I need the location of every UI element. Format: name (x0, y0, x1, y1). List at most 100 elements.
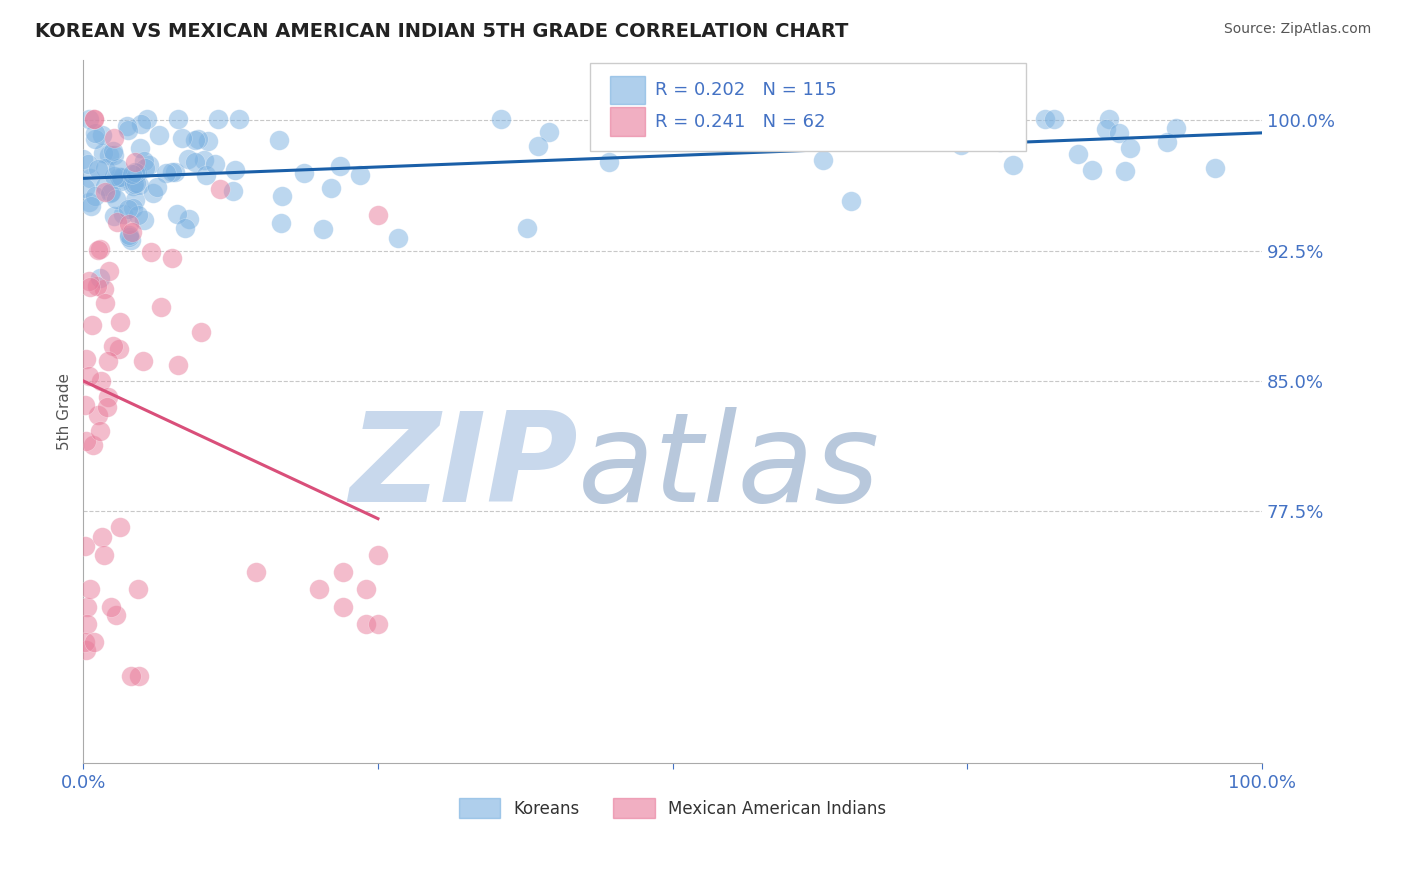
Point (117, 202, 139, 216)
Point (84, 188, 107, 202)
Point (813, 153, 835, 167)
Point (98, 148, 121, 162)
Point (76, 157, 98, 171)
Point (124, 165, 146, 179)
Point (170, 131, 193, 145)
Point (79, 582, 101, 597)
Point (111, 207, 134, 221)
Point (75, 180, 97, 194)
Point (103, 130, 125, 145)
Point (97, 354, 120, 368)
Point (142, 186, 165, 201)
Point (184, 133, 207, 147)
Point (89, 271, 111, 285)
Point (1095, 121, 1118, 136)
Point (1098, 112, 1121, 126)
Point (83, 634, 105, 648)
Point (270, 189, 292, 203)
Point (76, 599, 98, 614)
Point (190, 325, 212, 339)
Point (108, 315, 131, 329)
Point (292, 165, 315, 179)
Point (943, 134, 966, 148)
Point (129, 141, 152, 155)
Point (1204, 161, 1226, 175)
Point (76, 617, 98, 632)
Point (75, 643, 97, 657)
Point (82, 438, 104, 452)
Point (84, 126, 107, 140)
Point (195, 168, 218, 182)
Point (354, 617, 377, 632)
Point (89, 242, 111, 256)
Point (184, 155, 207, 169)
Point (155, 166, 177, 180)
Point (491, 112, 513, 126)
Point (367, 208, 389, 222)
Point (162, 251, 184, 265)
Point (267, 133, 290, 147)
Point (138, 158, 160, 172)
Point (148, 128, 170, 143)
Point (108, 169, 131, 184)
Point (122, 177, 145, 191)
Point (193, 153, 215, 168)
Point (1156, 135, 1178, 149)
Point (91, 128, 114, 143)
Point (103, 147, 125, 161)
Point (128, 178, 150, 193)
Point (86, 279, 108, 293)
Point (121, 225, 143, 239)
Point (332, 565, 354, 579)
Point (79, 171, 101, 186)
Point (838, 114, 860, 128)
Bar (610, 76, 645, 104)
Point (187, 132, 209, 146)
Point (950, 138, 973, 153)
Point (125, 166, 148, 180)
Point (105, 215, 128, 229)
Point (87, 409, 110, 423)
Point (118, 227, 141, 242)
Point (245, 565, 267, 579)
Point (72, 153, 94, 167)
Point (209, 182, 232, 196)
Point (80, 199, 103, 213)
Point (108, 520, 131, 534)
Point (83, 112, 105, 126)
Point (103, 209, 125, 223)
Point (77, 194, 100, 209)
Point (516, 221, 538, 235)
Point (807, 112, 830, 126)
Point (884, 123, 907, 137)
Point (319, 181, 342, 195)
Point (89, 424, 111, 438)
Point (103, 169, 125, 184)
Point (79, 112, 101, 126)
Point (696, 112, 718, 126)
Point (91, 530, 114, 544)
Point (128, 669, 150, 683)
Point (118, 217, 141, 231)
Text: R = 0.241   N = 62: R = 0.241 N = 62 (655, 112, 825, 130)
Point (179, 212, 201, 227)
Bar (610, 107, 645, 136)
Point (270, 216, 292, 230)
Point (758, 131, 780, 145)
Point (93, 185, 115, 199)
Point (839, 194, 862, 209)
Point (387, 230, 409, 244)
Point (100, 599, 122, 614)
Point (332, 599, 354, 614)
Point (79, 279, 101, 293)
Point (75, 434, 97, 448)
Point (101, 339, 124, 353)
Point (1042, 112, 1064, 126)
Point (136, 112, 159, 126)
Point (224, 163, 246, 178)
Point (104, 192, 127, 206)
Point (129, 117, 152, 131)
Point (177, 152, 200, 166)
Point (77, 368, 100, 383)
Point (83, 112, 105, 126)
